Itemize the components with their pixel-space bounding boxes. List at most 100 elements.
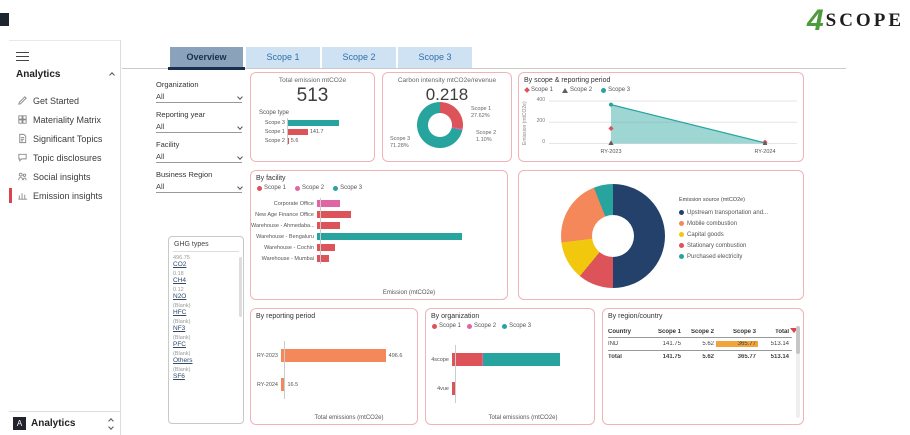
filter-dropdown-reporting-year[interactable]: All bbox=[156, 121, 243, 133]
total-emission-value: 513 bbox=[296, 85, 329, 106]
facility-label: Corporate Office bbox=[273, 200, 314, 207]
card-title: Carbon intensity mtCO2e/revenue bbox=[397, 77, 497, 84]
facility-bar-row[interactable]: Corporate Office bbox=[251, 198, 501, 209]
card-by-region-country: By region/country Country Scope 1 Scope 2 S… bbox=[602, 308, 804, 425]
avatar[interactable]: A bbox=[13, 417, 26, 430]
reporting-bar-row[interactable]: RY-2024 16.5 bbox=[251, 370, 411, 399]
legend-label: Upstream transportation and... bbox=[687, 209, 769, 216]
scope-type-bar-chart: Scope 3 Scope 1 141.7 Scope 2 5.6 bbox=[259, 118, 374, 145]
facility-bar-row[interactable]: Warehouse - Cochin bbox=[251, 242, 501, 253]
bar-segment[interactable] bbox=[481, 353, 484, 366]
ghg-type-link[interactable]: SF6 bbox=[173, 373, 185, 380]
legend-label: Scope 3 bbox=[608, 87, 631, 93]
table-cell: 513.14 bbox=[770, 341, 789, 347]
sort-indicator-icon[interactable] bbox=[790, 328, 798, 333]
chevron-up-icon[interactable] bbox=[109, 71, 115, 78]
filter-dropdown-facility[interactable]: All bbox=[156, 151, 243, 163]
ghg-type-link[interactable]: PFC bbox=[173, 341, 186, 348]
legend-item[interactable]: Scope 2 bbox=[467, 323, 496, 329]
bar-row[interactable]: Scope 1 141.7 bbox=[259, 127, 374, 136]
sidebar-item-materiality-matrix[interactable]: Materiality Matrix bbox=[9, 110, 120, 129]
filter-value: All bbox=[156, 92, 165, 101]
scope-period-area-chart[interactable] bbox=[549, 99, 797, 145]
filter-dropdown-organization[interactable]: All bbox=[156, 91, 243, 103]
ghg-scrollbar[interactable] bbox=[239, 257, 242, 317]
bar-label: 4vue bbox=[437, 385, 449, 392]
tab-scope-3[interactable]: Scope 3 bbox=[398, 47, 472, 68]
ghg-type-link[interactable]: CH4 bbox=[173, 277, 187, 284]
legend-item[interactable]: Scope 1 bbox=[257, 185, 286, 191]
legend-item[interactable]: Capital goods bbox=[679, 229, 799, 240]
bar[interactable] bbox=[288, 119, 340, 126]
ghg-type-link[interactable]: HFC bbox=[173, 309, 187, 316]
sidebar-item-topic-disclosures[interactable]: Topic disclosures bbox=[9, 148, 120, 167]
card-total-emission: Total emission mtCO2e 513 Scope type Sco… bbox=[250, 72, 375, 162]
sidebar-item-label: Materiality Matrix bbox=[33, 114, 102, 125]
table-row[interactable]: Total 141.75 5.62 365.77 513.14 bbox=[608, 350, 792, 362]
ghg-type-link[interactable]: Others bbox=[173, 357, 193, 364]
window-corner-mark bbox=[0, 13, 9, 26]
stacked-bar[interactable] bbox=[452, 382, 456, 395]
bar-row[interactable]: Scope 3 bbox=[259, 118, 374, 127]
facility-bar-row[interactable]: New Age Finance Office bbox=[251, 209, 501, 220]
donut-label-scope-1: Scope 1 27.62% bbox=[471, 106, 492, 119]
sidebar-item-get-started[interactable]: Get Started bbox=[9, 91, 120, 110]
legend-label: Scope 1 bbox=[439, 323, 462, 329]
bar[interactable] bbox=[317, 255, 329, 262]
hamburger-menu-icon[interactable] bbox=[16, 49, 29, 64]
bar-label: RY-2024 bbox=[256, 381, 278, 388]
carbon-intensity-donut-chart[interactable] bbox=[417, 102, 463, 148]
sidebar-item-significant-topics[interactable]: Significant Topics bbox=[9, 129, 120, 148]
bar[interactable] bbox=[281, 378, 285, 391]
bar[interactable] bbox=[288, 128, 308, 135]
legend-item[interactable]: Scope 3 bbox=[502, 323, 531, 329]
bar-segment[interactable] bbox=[452, 353, 482, 366]
legend-item[interactable]: Scope 1 bbox=[432, 323, 461, 329]
table-scrollbar[interactable] bbox=[796, 326, 800, 418]
tab-scope-2[interactable]: Scope 2 bbox=[322, 47, 396, 68]
tab-overview[interactable]: Overview bbox=[170, 47, 243, 68]
ghg-type-link[interactable]: NF3 bbox=[173, 325, 186, 332]
legend-item[interactable]: Scope 3 bbox=[601, 87, 630, 93]
facility-bar-row[interactable]: Warehouse - Mumbai bbox=[251, 253, 501, 264]
collapse-expand-icon[interactable] bbox=[108, 417, 114, 430]
ghg-type-link[interactable]: CO2 bbox=[173, 261, 187, 268]
table-row[interactable]: IND 141.75 5.62 365.77 513.14 bbox=[608, 338, 792, 350]
legend-item[interactable]: Scope 2 bbox=[562, 87, 592, 93]
legend-item[interactable]: Scope 1 bbox=[524, 87, 553, 93]
legend-item[interactable]: Scope 2 bbox=[295, 185, 324, 191]
organization-bar-row[interactable]: 4scope bbox=[426, 345, 588, 374]
x-tick: RY-2024 bbox=[754, 149, 776, 155]
bar[interactable] bbox=[317, 244, 335, 251]
organization-bar-row[interactable]: 4vue bbox=[426, 374, 588, 403]
bar[interactable] bbox=[317, 211, 351, 218]
legend-item[interactable]: Stationary combustion bbox=[679, 240, 799, 251]
bar[interactable] bbox=[281, 349, 386, 362]
bar-row[interactable]: Scope 2 5.6 bbox=[259, 136, 374, 145]
ghg-type-link[interactable]: N2O bbox=[173, 293, 187, 300]
table-cell: 365.77 bbox=[737, 353, 756, 360]
bar[interactable] bbox=[317, 233, 462, 240]
bar[interactable] bbox=[317, 222, 341, 229]
filter-dropdown-business-region[interactable]: All bbox=[156, 181, 243, 193]
facility-bar-row[interactable]: Warehouse - Ahmedaba... bbox=[251, 220, 501, 231]
emission-source-donut-chart[interactable] bbox=[561, 184, 665, 288]
reporting-bar-row[interactable]: RY-2023 496.6 bbox=[251, 341, 411, 370]
bar[interactable] bbox=[317, 200, 341, 207]
bar[interactable] bbox=[288, 137, 289, 144]
legend-item[interactable]: Upstream transportation and... bbox=[679, 207, 799, 218]
bar-segment[interactable] bbox=[452, 382, 456, 395]
legend-item[interactable]: Scope 3 bbox=[333, 185, 362, 191]
filter-label-business-region: Business Region bbox=[156, 170, 213, 179]
legend-item[interactable]: Purchased electricity bbox=[679, 251, 799, 262]
stacked-bar[interactable] bbox=[452, 353, 561, 366]
facility-bar-row[interactable]: Warehouse - Bengaluru bbox=[251, 231, 501, 242]
tab-scope-1[interactable]: Scope 1 bbox=[246, 47, 320, 68]
sidebar-menu: Get Started Materiality Matrix Significant… bbox=[9, 91, 120, 205]
sidebar-item-emission-insights[interactable]: Emission insights bbox=[9, 186, 120, 205]
bar-segment[interactable] bbox=[483, 353, 561, 366]
table-header-row[interactable]: Country Scope 1 Scope 2 Scope 3 Total bbox=[608, 326, 792, 338]
legend-item[interactable]: Mobile combustion bbox=[679, 218, 799, 229]
circle-marker-icon bbox=[333, 185, 339, 191]
sidebar-item-social-insights[interactable]: Social insights bbox=[9, 167, 120, 186]
